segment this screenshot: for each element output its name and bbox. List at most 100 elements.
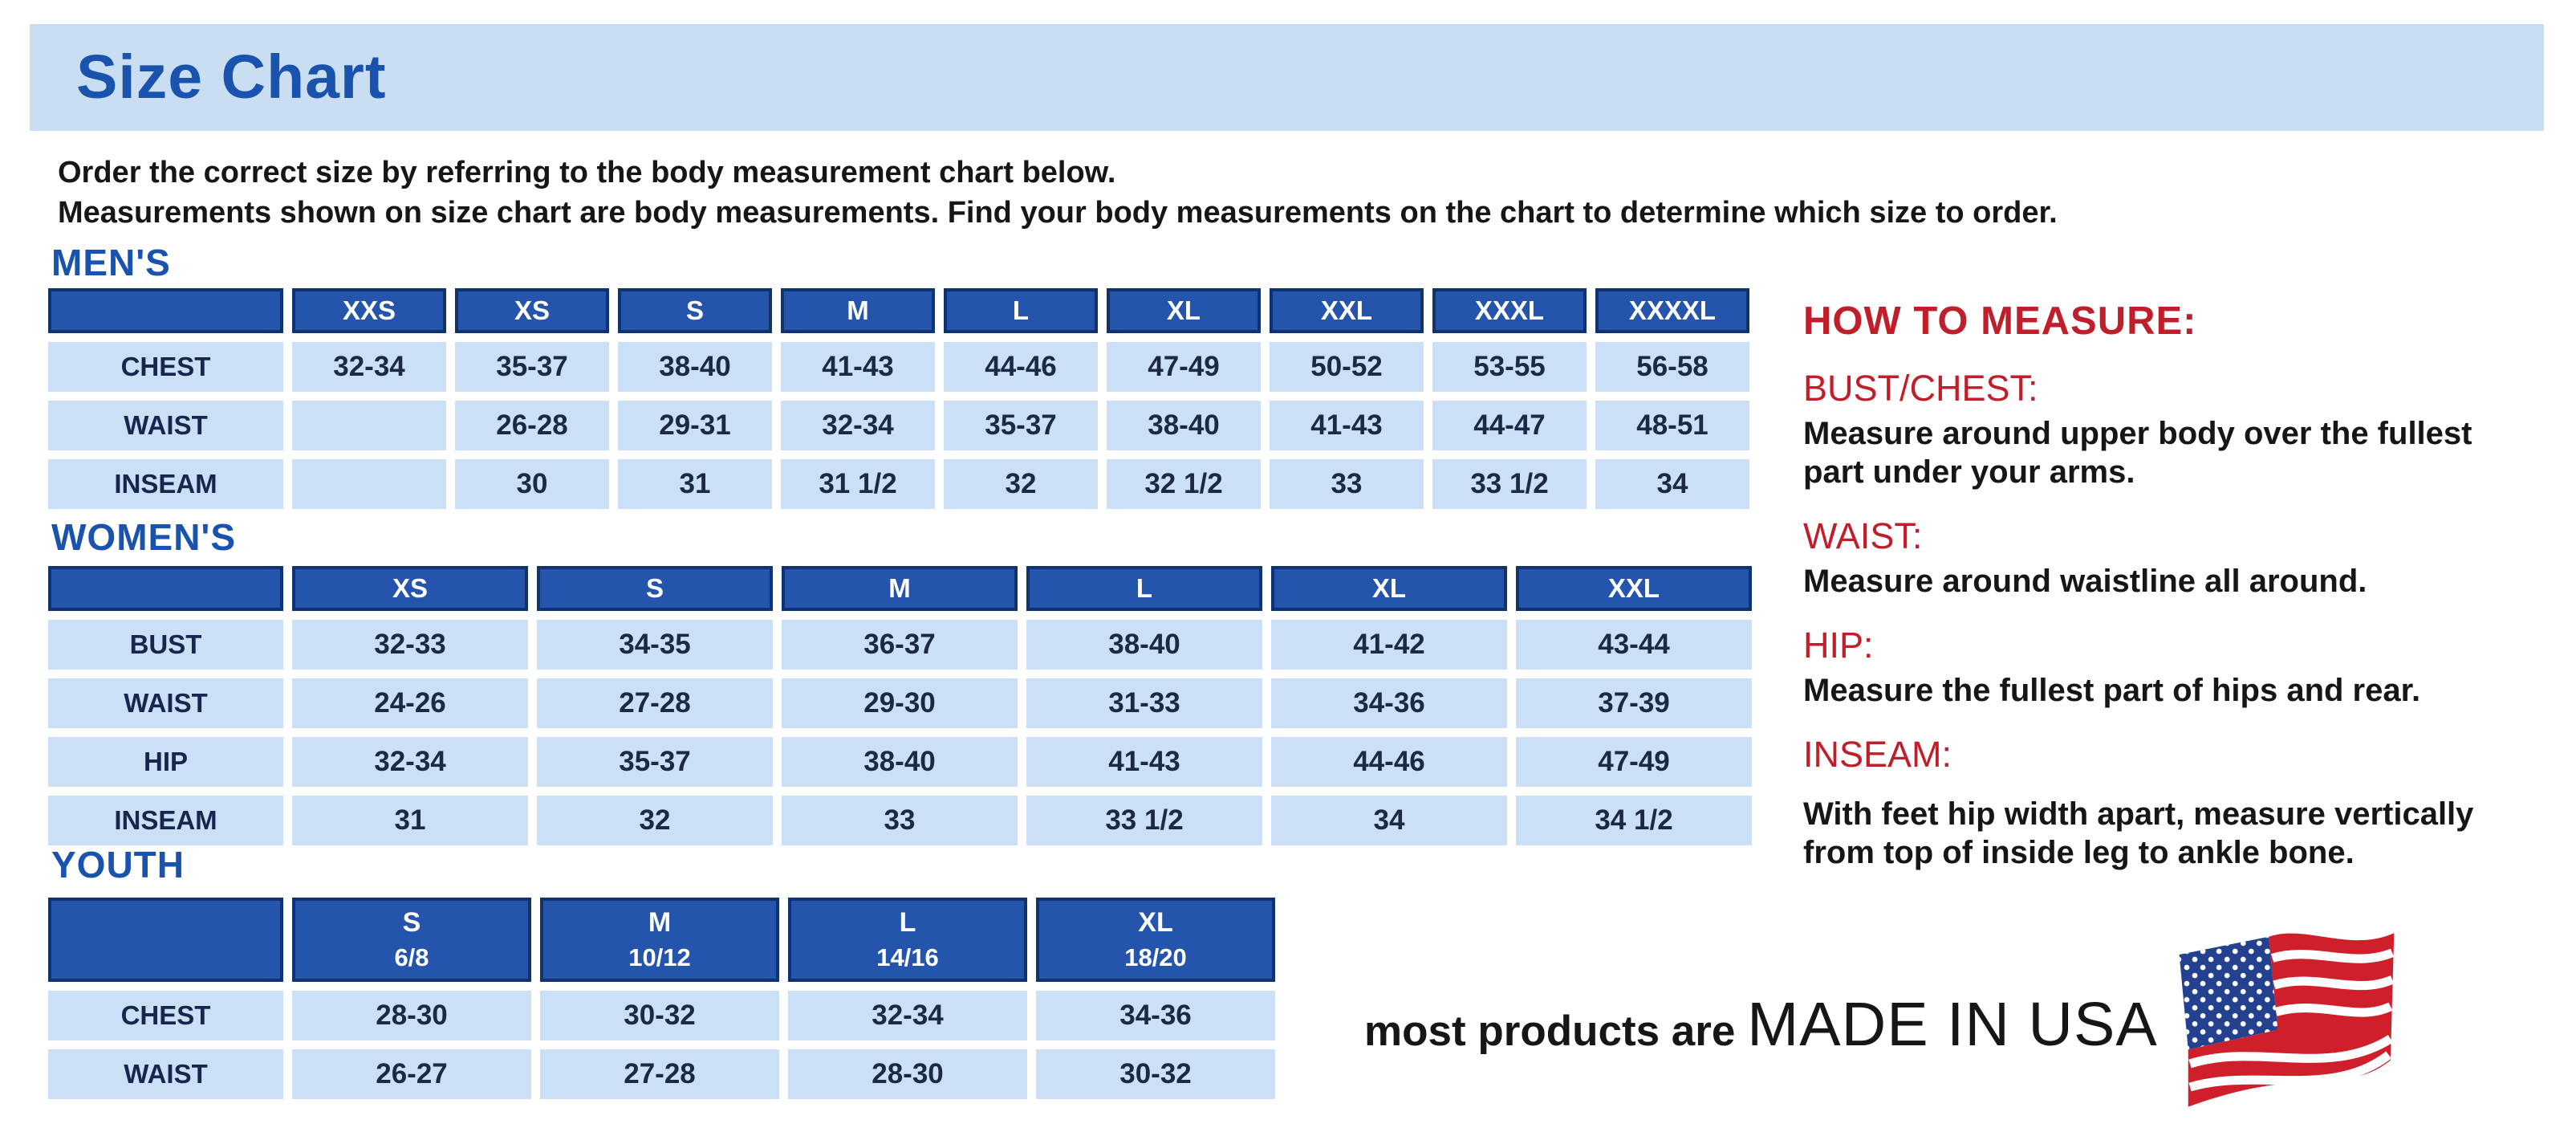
size-cell: 32-33	[292, 620, 528, 670]
youth-size-table: S 6/8 M 10/12 L 14/16 XL 18/20 CHEST 28-…	[39, 889, 1284, 1108]
size-column-header: S	[537, 566, 773, 611]
row-label: WAIST	[48, 678, 283, 728]
measure-item-text: With feet hip width apart, measure verti…	[1803, 796, 2474, 870]
page-title: Size Chart	[76, 43, 387, 112]
intro-line-1: Order the correct size by referring to t…	[58, 156, 1116, 189]
measure-item-label: WAIST:	[1803, 515, 1923, 556]
size-cell: 34-35	[537, 620, 773, 670]
size-column-header: L	[1026, 566, 1262, 611]
size-column-header: XXXL	[1432, 288, 1587, 333]
table-row: INSEAM 31 32 33 33 1/2 34 34 1/2	[48, 796, 1752, 845]
size-range: 18/20	[1124, 943, 1187, 971]
size-cell: 27-28	[537, 678, 773, 728]
size-cell: 41-43	[1270, 401, 1424, 450]
section-heading-womens: WOMEN'S	[51, 516, 237, 558]
measure-item-text: Measure around waistline all around.	[1803, 564, 2367, 599]
size-cell: 32-34	[788, 991, 1027, 1040]
size-cell: 32-34	[781, 401, 935, 450]
measure-item-text: Measure the fullest part of hips and rea…	[1803, 673, 2421, 708]
womens-size-table: XS S M L XL XXL BUST 32-33 34-35 36-37 3…	[39, 557, 1761, 854]
size-cell: 30-32	[540, 991, 779, 1040]
size-cell: 36-37	[782, 620, 1018, 670]
size-cell: 56-58	[1595, 342, 1749, 392]
size-cell: 34-36	[1036, 991, 1275, 1040]
section-heading-youth: YOUTH	[51, 844, 185, 886]
size-cell: 41-42	[1271, 620, 1507, 670]
table-row: WAIST 26-28 29-31 32-34 35-37 38-40 41-4…	[48, 401, 1749, 450]
usa-flag-icon	[2179, 933, 2395, 1107]
size-column-header: XXS	[292, 288, 446, 333]
size-cell	[292, 459, 446, 509]
row-label: WAIST	[48, 1049, 283, 1099]
size-label: XL	[1138, 906, 1173, 938]
row-label: INSEAM	[48, 459, 283, 509]
size-cell: 41-43	[781, 342, 935, 392]
corner-cell	[48, 288, 283, 333]
size-cell: 26-27	[292, 1049, 531, 1099]
row-label: WAIST	[48, 401, 283, 450]
size-cell: 50-52	[1270, 342, 1424, 392]
size-column-header: XL 18/20	[1036, 898, 1275, 982]
table-row: HIP 32-34 35-37 38-40 41-43 44-46 47-49	[48, 737, 1752, 787]
table-header-row: XXS XS S M L XL XXL XXXL XXXXL	[48, 288, 1749, 333]
how-to-measure-heading: HOW TO MEASURE:	[1803, 299, 2197, 343]
size-column-header: XXL	[1516, 566, 1752, 611]
size-cell: 31 1/2	[781, 459, 935, 509]
corner-cell	[48, 566, 283, 611]
size-cell: 44-46	[1271, 737, 1507, 787]
size-cell: 26-28	[455, 401, 609, 450]
size-column-header: XXL	[1270, 288, 1424, 333]
size-cell: 33	[1270, 459, 1424, 509]
table-row: WAIST 24-26 27-28 29-30 31-33 34-36 37-3…	[48, 678, 1752, 728]
size-cell: 41-43	[1026, 737, 1262, 787]
size-column-header: M	[782, 566, 1018, 611]
row-label: BUST	[48, 620, 283, 670]
measure-item-text: Measure around upper body over the fulle…	[1803, 416, 2472, 490]
size-cell: 53-55	[1432, 342, 1587, 392]
table-row: WAIST 26-27 27-28 28-30 30-32	[48, 1049, 1275, 1099]
size-cell: 48-51	[1595, 401, 1749, 450]
table-header-row: S 6/8 M 10/12 L 14/16 XL 18/20	[48, 898, 1275, 982]
size-column-header: M 10/12	[540, 898, 779, 982]
footer-space	[1735, 1008, 1747, 1055]
size-cell: 44-47	[1432, 401, 1587, 450]
footer-prefix: most products are	[1364, 1008, 1736, 1055]
mens-size-table: XXS XS S M L XL XXL XXXL XXXXL CHEST 32-…	[39, 279, 1758, 518]
size-cell: 31	[618, 459, 772, 509]
size-column-header: S 6/8	[292, 898, 531, 982]
size-cell: 35-37	[537, 737, 773, 787]
made-in-usa-text: MADE IN USA	[1747, 990, 2158, 1059]
size-cell	[292, 401, 446, 450]
size-cell: 33 1/2	[1026, 796, 1262, 845]
row-label: INSEAM	[48, 796, 283, 845]
size-cell: 32 1/2	[1107, 459, 1261, 509]
size-column-header: XL	[1107, 288, 1261, 333]
measure-item: WAIST: Measure around waistline all arou…	[1803, 515, 2509, 601]
row-label: CHEST	[48, 342, 283, 392]
size-cell: 30-32	[1036, 1049, 1275, 1099]
measure-item-label: INSEAM:	[1803, 734, 1952, 775]
table-row: BUST 32-33 34-35 36-37 38-40 41-42 43-44	[48, 620, 1752, 670]
size-cell: 34	[1595, 459, 1749, 509]
size-cell: 38-40	[618, 342, 772, 392]
size-cell: 38-40	[782, 737, 1018, 787]
size-cell: 34 1/2	[1516, 796, 1752, 845]
size-cell: 28-30	[292, 991, 531, 1040]
size-cell: 29-30	[782, 678, 1018, 728]
size-cell: 30	[455, 459, 609, 509]
section-heading-mens: MEN'S	[51, 242, 171, 283]
intro-text: Order the correct size by referring to t…	[58, 153, 2058, 233]
size-label: L	[899, 906, 916, 938]
size-column-header: M	[781, 288, 935, 333]
table-row: INSEAM 30 31 31 1/2 32 32 1/2 33 33 1/2 …	[48, 459, 1749, 509]
size-cell: 43-44	[1516, 620, 1752, 670]
size-cell: 27-28	[540, 1049, 779, 1099]
title-bar: Size Chart	[30, 24, 2544, 131]
intro-line-2: Measurements shown on size chart are bod…	[58, 196, 2058, 230]
measure-item: HIP: Measure the fullest part of hips an…	[1803, 625, 2509, 710]
size-column-header: L 14/16	[788, 898, 1027, 982]
size-cell: 32-34	[292, 737, 528, 787]
size-range: 14/16	[876, 943, 939, 971]
size-label: S	[402, 906, 421, 938]
corner-cell	[48, 898, 283, 982]
